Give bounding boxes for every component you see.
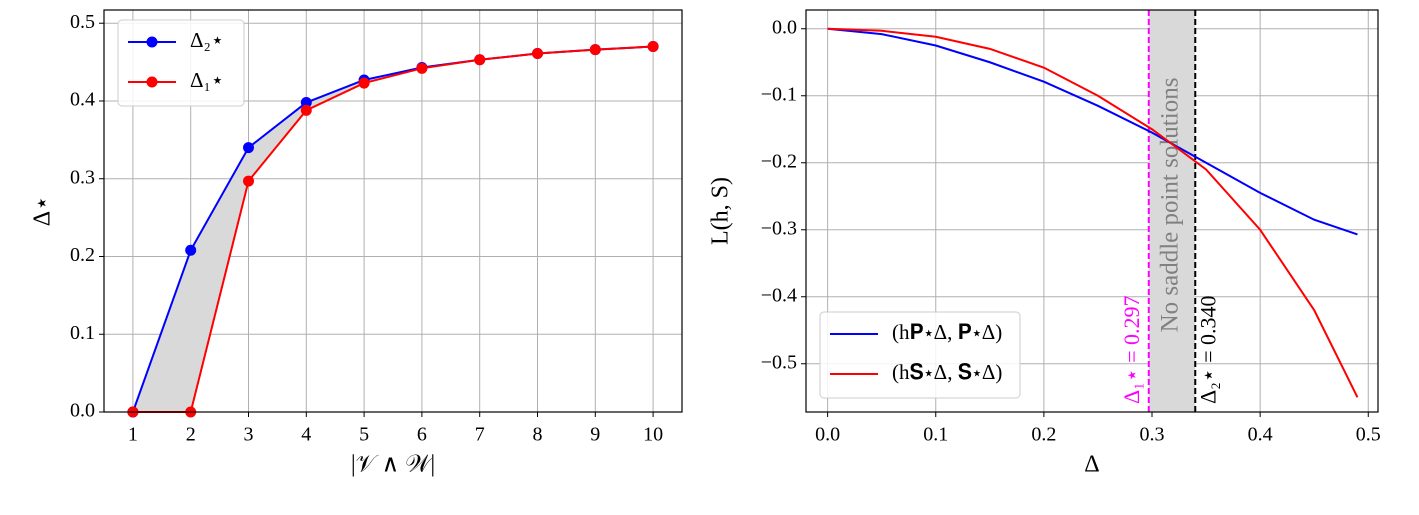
marker: [647, 41, 659, 53]
y-tick-label: 0.1: [70, 322, 95, 344]
marker: [474, 54, 486, 66]
axes-frame: [805, 9, 1379, 413]
series-line: [827, 27, 1359, 398]
x-tick-label: 0.5: [1356, 424, 1381, 446]
y-tick-label: 0.5: [70, 11, 95, 33]
marker: [532, 48, 543, 60]
legend-label: (h𝐒⋆Δ, 𝐒⋆Δ): [892, 360, 1002, 384]
x-tick-label: 2: [186, 424, 196, 446]
fill-between: [132, 46, 654, 412]
x-axis-label: |𝒱 ∧ 𝒲|: [351, 452, 435, 478]
y-tick-label: −0.2: [761, 150, 797, 172]
x-tick-label: 8: [533, 424, 543, 446]
x-tick-label: 0.0: [815, 424, 840, 446]
y-tick-label: 0.4: [70, 89, 95, 111]
x-tick-label: 0.4: [1248, 424, 1273, 446]
legend-box: [117, 19, 245, 107]
vertical-line-label: Δ₂⋆ = 0.340: [1195, 296, 1220, 405]
legend-label: Δ₂⋆: [190, 28, 224, 52]
shaded-region: [1148, 10, 1196, 412]
x-tick-label: 1: [128, 424, 138, 446]
x-tick-label: 9: [590, 424, 600, 446]
x-tick-label: 0.1: [923, 424, 948, 446]
legend-marker: [146, 36, 158, 48]
marker: [243, 175, 254, 187]
x-tick-label: 6: [417, 424, 427, 446]
vertical-line-label: Δ₁⋆ = 0.297: [1119, 296, 1144, 405]
x-tick-label: 0.2: [1031, 424, 1056, 446]
marker: [416, 62, 428, 74]
y-tick-label: 0.2: [70, 244, 95, 266]
y-tick-label: −0.1: [761, 83, 797, 105]
legend-marker: [146, 76, 158, 88]
y-tick-label: 0.3: [70, 166, 95, 188]
legend-label: Δ₁⋆: [190, 68, 224, 92]
y-axis-label: L(h, S): [708, 177, 734, 245]
x-tick-label: 0.3: [1140, 424, 1165, 446]
x-axis-label: Δ: [1084, 452, 1099, 478]
marker: [358, 77, 370, 89]
x-tick-label: 7: [475, 424, 485, 446]
x-tick-label: 5: [359, 424, 369, 446]
y-axis-label: Δ⋆: [30, 196, 56, 226]
marker: [243, 142, 254, 154]
marker: [185, 244, 197, 256]
y-tick-label: −0.3: [761, 217, 797, 239]
marker: [300, 104, 312, 116]
axes-frame: [103, 9, 683, 413]
marker: [589, 44, 601, 56]
marker: [300, 97, 312, 109]
y-tick-label: 0.0: [772, 16, 797, 38]
x-tick-label: 3: [244, 424, 254, 446]
y-tick-label: −0.4: [761, 284, 797, 306]
legend-label: (h𝐏⋆Δ, 𝐏⋆Δ): [892, 320, 1002, 344]
y-tick-label: 0.0: [70, 400, 95, 422]
shade-label: No saddle point solutions: [1157, 78, 1184, 333]
x-tick-label: 10: [643, 424, 663, 446]
x-tick-label: 4: [301, 424, 311, 446]
series-line: [827, 27, 1358, 236]
series-line: [132, 45, 654, 413]
y-tick-label: −0.5: [761, 351, 797, 373]
